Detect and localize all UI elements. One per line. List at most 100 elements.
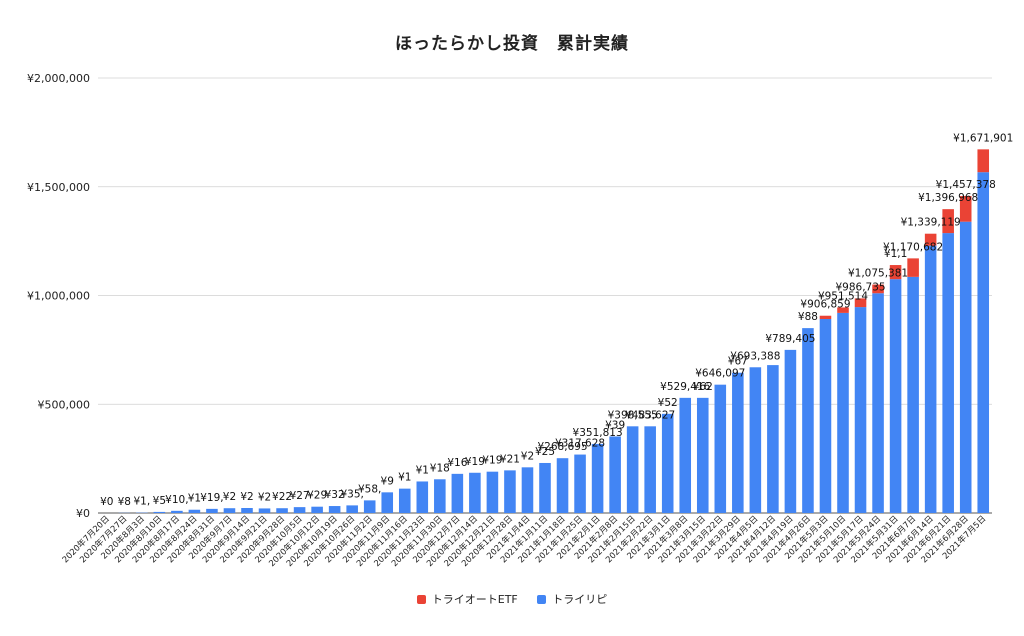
data-label: ¥19, bbox=[200, 492, 223, 504]
bar-trirepi[interactable] bbox=[258, 508, 271, 513]
data-label: ¥951,514 bbox=[818, 290, 868, 302]
y-tick-label: ¥500,000 bbox=[38, 398, 91, 411]
bar-trirepi[interactable] bbox=[679, 397, 692, 513]
bar-etf[interactable] bbox=[854, 298, 867, 308]
data-label: ¥1,1 bbox=[884, 248, 907, 260]
bar-trirepi[interactable] bbox=[714, 384, 727, 513]
data-label: ¥5 bbox=[153, 495, 166, 507]
bar-trirepi[interactable] bbox=[188, 509, 201, 513]
legend-label-trirepi: トライリピ bbox=[552, 593, 608, 606]
legend-item-trirepi[interactable]: トライリピ bbox=[537, 591, 607, 607]
bar-etf[interactable] bbox=[819, 315, 832, 319]
data-label: ¥16 bbox=[447, 457, 467, 469]
data-label: ¥27 bbox=[290, 490, 310, 502]
data-label: ¥18 bbox=[430, 462, 450, 474]
bar-trirepi[interactable] bbox=[854, 307, 867, 513]
bar-trirepi[interactable] bbox=[749, 367, 762, 513]
data-label: ¥1,339,119 bbox=[901, 217, 961, 229]
bar-trirepi[interactable] bbox=[504, 470, 516, 513]
bar-trirepi[interactable] bbox=[171, 510, 183, 513]
bar-trirepi[interactable] bbox=[486, 471, 499, 513]
bar-trirepi[interactable] bbox=[293, 507, 306, 513]
bar-trirepi[interactable] bbox=[942, 233, 954, 513]
bar-trirepi[interactable] bbox=[521, 467, 534, 513]
data-label: ¥29 bbox=[307, 490, 327, 502]
bar-trirepi[interactable] bbox=[206, 508, 218, 513]
bar-trirepi[interactable] bbox=[574, 454, 586, 513]
bar-trirepi[interactable] bbox=[434, 479, 446, 513]
y-tick-label: ¥2,000,000 bbox=[27, 72, 90, 85]
bar-etf[interactable] bbox=[837, 307, 849, 313]
bar-trirepi[interactable] bbox=[732, 372, 744, 513]
bar-trirepi[interactable] bbox=[802, 328, 814, 513]
bar-trirepi[interactable] bbox=[924, 245, 937, 513]
bar-trirepi[interactable] bbox=[644, 426, 656, 513]
data-label: ¥88 bbox=[798, 311, 818, 323]
bar-trirepi[interactable] bbox=[661, 413, 674, 513]
y-tick-label: ¥1,500,000 bbox=[27, 181, 90, 194]
bar-etf[interactable] bbox=[907, 258, 919, 277]
bar-trirepi[interactable] bbox=[959, 221, 972, 513]
bars bbox=[118, 149, 990, 513]
bar-trirepi[interactable] bbox=[556, 458, 569, 513]
bar-etf[interactable] bbox=[977, 149, 990, 173]
legend: トライオートETF トライリピ bbox=[0, 591, 1024, 607]
legend-label-etf: トライオートETF bbox=[431, 593, 518, 606]
bar-trirepi[interactable] bbox=[311, 506, 323, 513]
bar-trirepi[interactable] bbox=[241, 507, 253, 513]
data-label: ¥58, bbox=[358, 483, 381, 495]
data-label: ¥32 bbox=[325, 489, 345, 501]
bar-trirepi[interactable] bbox=[328, 506, 341, 513]
bar-trirepi[interactable] bbox=[451, 473, 464, 513]
bar-trirepi[interactable] bbox=[398, 488, 411, 513]
y-tick-label: ¥1,000,000 bbox=[27, 290, 90, 303]
bar-trirepi[interactable] bbox=[346, 505, 358, 513]
data-label: ¥789,405 bbox=[765, 333, 815, 345]
bar-trirepi[interactable] bbox=[889, 279, 902, 513]
data-label: ¥1 bbox=[416, 464, 429, 476]
data-label: ¥2 bbox=[258, 491, 271, 503]
bar-trirepi[interactable] bbox=[784, 349, 797, 513]
data-label: ¥1,075,381 bbox=[848, 268, 908, 280]
y-tick-label: ¥0 bbox=[76, 507, 90, 520]
bar-trirepi[interactable] bbox=[363, 500, 376, 513]
data-label: ¥19 bbox=[465, 456, 485, 468]
bar-trirepi[interactable] bbox=[416, 481, 429, 513]
bar-etf[interactable] bbox=[959, 196, 972, 222]
bar-etf[interactable] bbox=[942, 209, 954, 234]
bar-trirepi[interactable] bbox=[872, 293, 884, 513]
bar-trirepi[interactable] bbox=[767, 365, 779, 513]
data-label: ¥2 bbox=[521, 450, 534, 462]
data-label: ¥351,813 bbox=[573, 427, 623, 439]
bar-trirepi[interactable] bbox=[837, 312, 849, 513]
bar-trirepi[interactable] bbox=[223, 508, 236, 513]
bar-etf[interactable] bbox=[872, 284, 884, 294]
bar-trirepi[interactable] bbox=[153, 511, 166, 513]
bar-trirepi[interactable] bbox=[819, 318, 832, 513]
legend-item-etf[interactable]: トライオートETF bbox=[416, 591, 518, 607]
data-label: ¥1, bbox=[133, 496, 150, 508]
bar-etf[interactable] bbox=[889, 265, 902, 280]
data-label: ¥0 bbox=[100, 496, 113, 508]
bar-trirepi[interactable] bbox=[626, 426, 639, 513]
bar-trirepi[interactable] bbox=[609, 436, 621, 513]
bar-trirepi[interactable] bbox=[591, 443, 604, 513]
bar-trirepi[interactable] bbox=[381, 492, 394, 513]
legend-swatch-trirepi bbox=[537, 594, 547, 604]
bar-trirepi[interactable] bbox=[276, 508, 288, 513]
data-label: ¥693,388 bbox=[730, 350, 780, 362]
bar-trirepi[interactable] bbox=[539, 462, 551, 513]
data-label: ¥2 bbox=[223, 491, 236, 503]
bar-etf[interactable] bbox=[924, 233, 937, 246]
bar-trirepi[interactable] bbox=[907, 276, 919, 513]
data-label: ¥646,097 bbox=[695, 368, 745, 380]
bar-trirepi[interactable] bbox=[696, 397, 709, 513]
data-label: ¥8 bbox=[118, 496, 131, 508]
legend-swatch-etf bbox=[416, 594, 426, 604]
data-label: ¥1,671,901 bbox=[953, 132, 1013, 144]
bar-trirepi[interactable] bbox=[977, 172, 990, 513]
data-label: ¥25 bbox=[535, 446, 555, 458]
bar-trirepi[interactable] bbox=[469, 472, 481, 513]
data-label: ¥1,457,378 bbox=[936, 179, 996, 191]
